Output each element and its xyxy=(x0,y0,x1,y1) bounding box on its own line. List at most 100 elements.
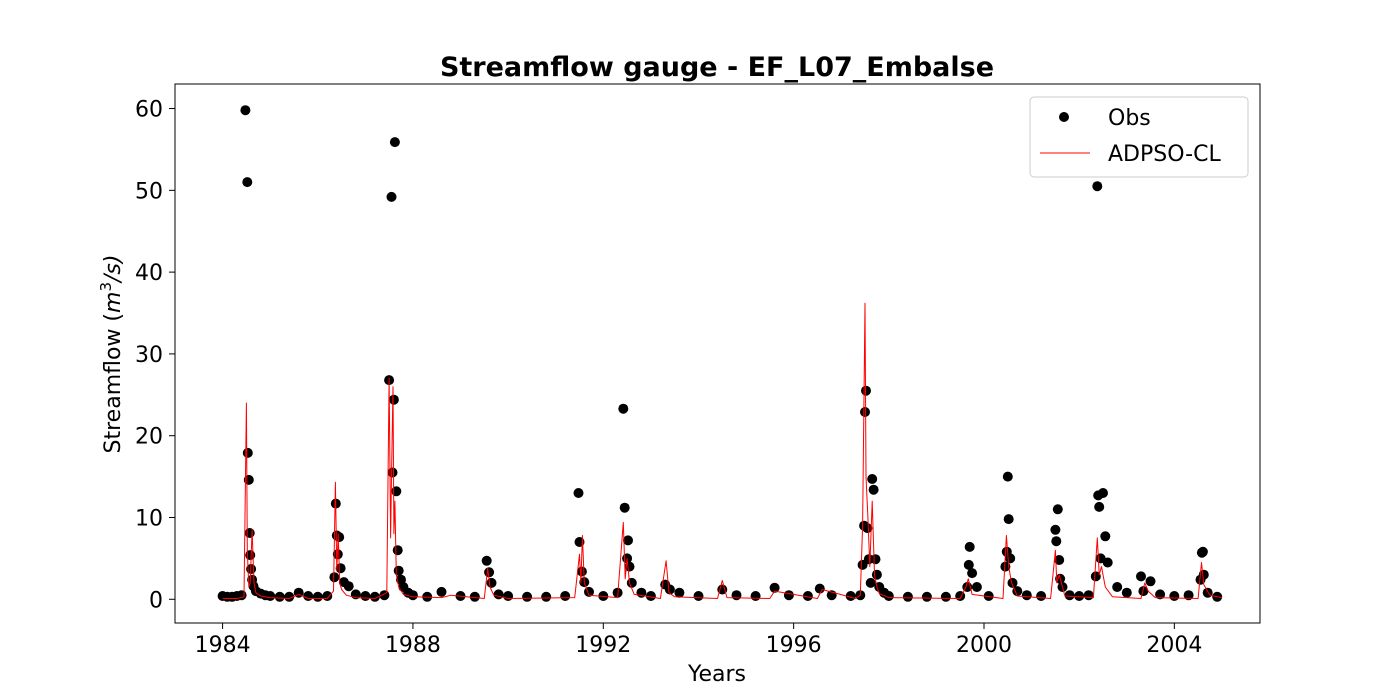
obs-point xyxy=(1074,591,1085,601)
obs-point xyxy=(1136,571,1146,582)
y-tick-label: 20 xyxy=(135,425,163,450)
obs-point xyxy=(1083,590,1094,601)
obs-point xyxy=(664,584,675,595)
obs-point xyxy=(921,591,932,602)
obs-point xyxy=(265,591,276,601)
obs-point xyxy=(1021,590,1032,601)
legend-box xyxy=(1029,96,1249,178)
obs-point xyxy=(1198,569,1209,580)
obs-point xyxy=(1202,587,1213,598)
legend-obs-label: Obs xyxy=(1108,106,1151,131)
obs-point xyxy=(693,591,704,601)
obs-point xyxy=(522,591,533,602)
obs-point xyxy=(626,577,637,588)
obs-point xyxy=(274,591,285,602)
obs-point xyxy=(1012,586,1023,597)
obs-point xyxy=(674,587,685,598)
obs-point xyxy=(244,528,255,538)
obs-point xyxy=(623,535,633,546)
obs-point xyxy=(983,591,994,601)
obs-point xyxy=(389,137,400,148)
x-axis: 1984 1988 1992 1996 2000 2004 xyxy=(195,623,1202,658)
obs-point xyxy=(618,403,629,414)
obs-point xyxy=(1090,571,1101,582)
y-tick-label: 30 xyxy=(135,343,163,368)
x-tick-label: 1996 xyxy=(766,633,822,658)
obs-point xyxy=(1155,589,1166,600)
obs-point xyxy=(1000,561,1011,572)
obs-point xyxy=(1064,590,1075,601)
y-axis-title-sup: 3 xyxy=(97,282,115,292)
obs-point xyxy=(388,394,399,405)
obs-point xyxy=(242,447,253,458)
obs-point xyxy=(750,591,761,601)
obs-point xyxy=(312,591,323,602)
obs-point xyxy=(329,572,340,583)
obs-point xyxy=(865,577,876,588)
legend-sim-label: ADPSO-CL xyxy=(1108,142,1221,167)
obs-point xyxy=(1003,514,1014,525)
obs-point xyxy=(245,550,256,561)
obs-point xyxy=(1098,488,1108,498)
obs-point xyxy=(503,591,514,601)
obs-point xyxy=(967,568,978,579)
obs-point xyxy=(1102,557,1113,568)
y-axis-title-suffix: /s) xyxy=(101,255,126,284)
obs-point xyxy=(387,467,398,478)
x-tick-label: 1984 xyxy=(195,633,251,658)
obs-point xyxy=(862,523,873,534)
obs-point xyxy=(335,563,346,574)
obs-point xyxy=(343,581,354,592)
obs-point xyxy=(1036,591,1047,601)
y-tick-label: 50 xyxy=(135,179,163,204)
obs-point xyxy=(845,591,856,601)
x-tick-label: 1992 xyxy=(575,633,631,658)
obs-point xyxy=(1054,555,1065,565)
obs-point xyxy=(1145,576,1156,587)
series-layer xyxy=(217,105,1223,602)
y-axis-title: Streamflow (m3/s) xyxy=(97,255,126,454)
y-axis-title-prefix: Streamflow ( xyxy=(101,313,126,454)
obs-point xyxy=(1052,504,1063,515)
obs-point xyxy=(243,474,254,485)
obs-point xyxy=(360,591,371,601)
obs-point xyxy=(240,105,251,116)
obs-point xyxy=(1112,582,1123,592)
plot-area xyxy=(217,105,1223,602)
y-tick-label: 60 xyxy=(135,98,163,123)
obs-point xyxy=(1169,591,1180,601)
chart-title: Streamflow gauge - EF_L07_Embalse xyxy=(440,52,994,83)
obs-point xyxy=(1183,590,1194,601)
obs-point xyxy=(469,591,480,602)
obs-point xyxy=(902,591,913,602)
x-axis-title: Years xyxy=(687,662,746,687)
obs-point xyxy=(731,590,742,601)
obs-point xyxy=(940,591,951,602)
obs-point xyxy=(369,591,380,602)
obs-point xyxy=(870,554,881,565)
obs-point xyxy=(717,584,728,595)
obs-point xyxy=(1051,536,1062,547)
obs-point xyxy=(1100,531,1111,542)
obs-point xyxy=(645,591,656,601)
obs-point xyxy=(392,545,403,556)
obs-point xyxy=(802,591,813,601)
obs-point xyxy=(393,565,404,576)
obs-point xyxy=(493,589,504,600)
obs-point xyxy=(814,583,825,594)
obs-point xyxy=(284,591,295,602)
y-tick-label: 10 xyxy=(135,506,163,531)
obs-point xyxy=(481,555,492,566)
obs-point xyxy=(871,569,882,580)
obs-point xyxy=(1007,577,1018,588)
y-tick-label: 40 xyxy=(135,261,163,286)
x-tick-label: 2000 xyxy=(956,633,1012,658)
obs-point xyxy=(964,541,975,552)
obs-point xyxy=(573,488,584,498)
legend-obs-marker xyxy=(1059,112,1069,122)
obs-point xyxy=(436,586,447,597)
obs-point xyxy=(242,177,253,188)
y-axis: 0 10 20 30 40 50 60 xyxy=(135,98,175,613)
obs-point xyxy=(541,591,552,602)
